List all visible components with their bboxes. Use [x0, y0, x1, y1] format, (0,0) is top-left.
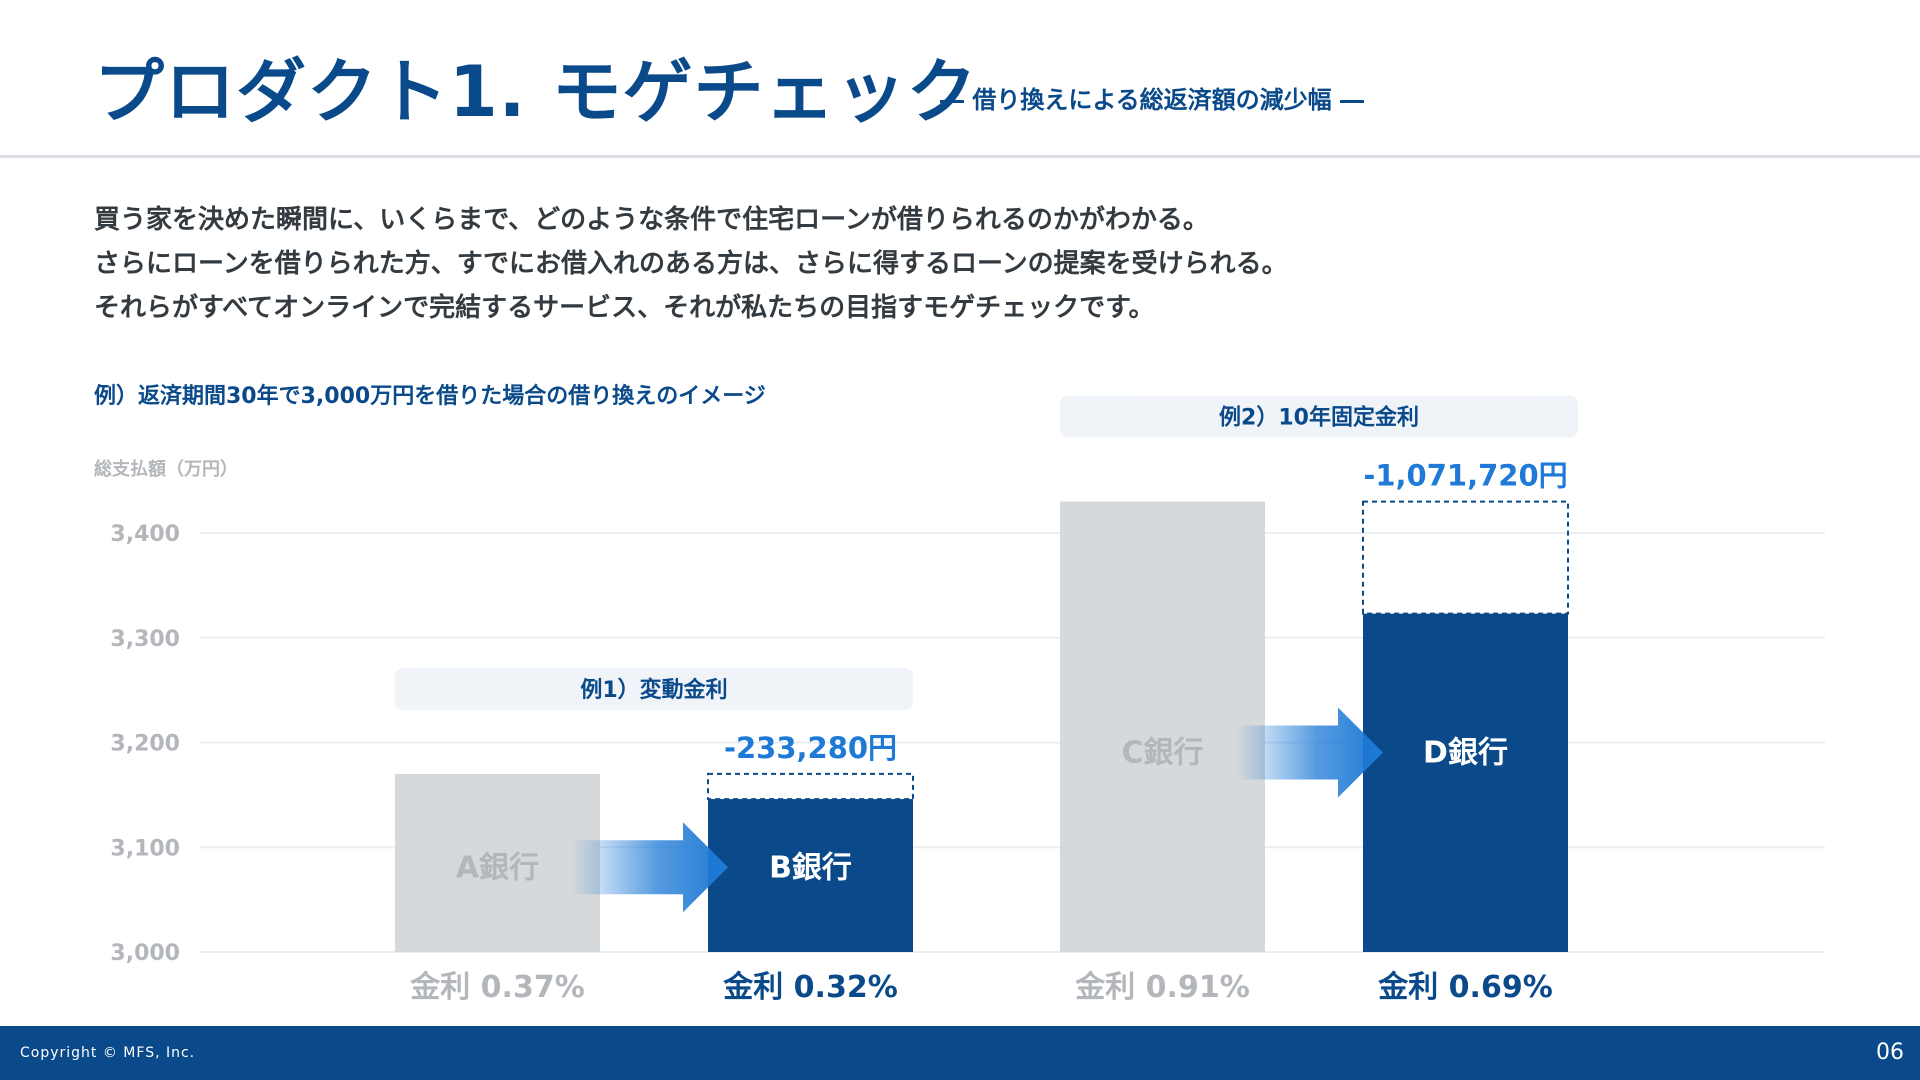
- intro-line: 買う家を決めた瞬間に、いくらまで、どのような条件で住宅ローンが借りられるのかがわ…: [94, 205, 1209, 235]
- intro-text: 買う家を決めた瞬間に、いくらまで、どのような条件で住宅ローンが借りられるのかがわ…: [94, 198, 1594, 330]
- y-tick-label: 3,300: [110, 627, 180, 652]
- group-label: 例2）10年固定金利: [1219, 405, 1419, 431]
- reduction-dashed-box: [1362, 500, 1569, 615]
- reduction-label: -1,071,720円: [1363, 459, 1567, 493]
- intro-line: さらにローンを借りられた方、すでにお借入れのある方は、さらに得するローンの提案を…: [94, 249, 1288, 279]
- rate-label: 金利 0.91%: [1074, 970, 1250, 1005]
- bar-B銀行: [708, 799, 913, 952]
- group-label-bg: [1060, 395, 1578, 438]
- y-tick-label: 3,400: [110, 522, 180, 547]
- reduction-dashed-box: [707, 772, 914, 801]
- refinance-bar-chart: 総支払額（万円） 3,000 3,100 3,200 3,300 3,400 金利 0.37…: [94, 395, 1825, 1005]
- rate-label: 金利 0.32%: [722, 970, 898, 1005]
- page-number: 06: [1876, 1040, 1904, 1065]
- y-axis-title: 総支払額（万円）: [94, 458, 238, 480]
- arrow-icon: [570, 822, 728, 913]
- bar-D銀行: [1363, 613, 1568, 952]
- y-tick-label: 3,200: [110, 732, 180, 757]
- intro-line: それらがすべてオンラインで完結するサービス、それが私たちの目指すモゲチェックです…: [94, 293, 1155, 323]
- rate-label: 金利 0.69%: [1377, 970, 1553, 1005]
- y-tick-label: 3,100: [110, 836, 180, 861]
- example-heading: 例）返済期間30年で3,000万円を借りた場合の借り換えのイメージ: [94, 384, 766, 409]
- page-title: プロダクト1. モゲチェック: [94, 51, 978, 133]
- reduction-label: -233,280円: [724, 731, 897, 765]
- bar-A銀行: [395, 773, 600, 952]
- arrow-icon: [1235, 707, 1383, 798]
- rate-label: 金利 0.37%: [409, 970, 585, 1005]
- footer-bar: Copyright © MFS, Inc. 06: [0, 1026, 1920, 1080]
- copyright-text: Copyright © MFS, Inc.: [20, 1045, 196, 1061]
- page-subtitle: ― 借り換えによる総返済額の減少幅 ―: [940, 86, 1364, 114]
- y-tick-label: 3,000: [110, 941, 180, 966]
- header-divider: [0, 155, 1920, 158]
- bar-C銀行: [1060, 501, 1265, 952]
- bar-label: C銀行: [1121, 736, 1203, 771]
- bar-label: D銀行: [1423, 736, 1508, 771]
- bar-label: A銀行: [456, 850, 539, 885]
- group-label: 例1）変動金利: [580, 677, 727, 703]
- group-label-bg: [395, 667, 913, 710]
- bar-label: B銀行: [769, 850, 852, 885]
